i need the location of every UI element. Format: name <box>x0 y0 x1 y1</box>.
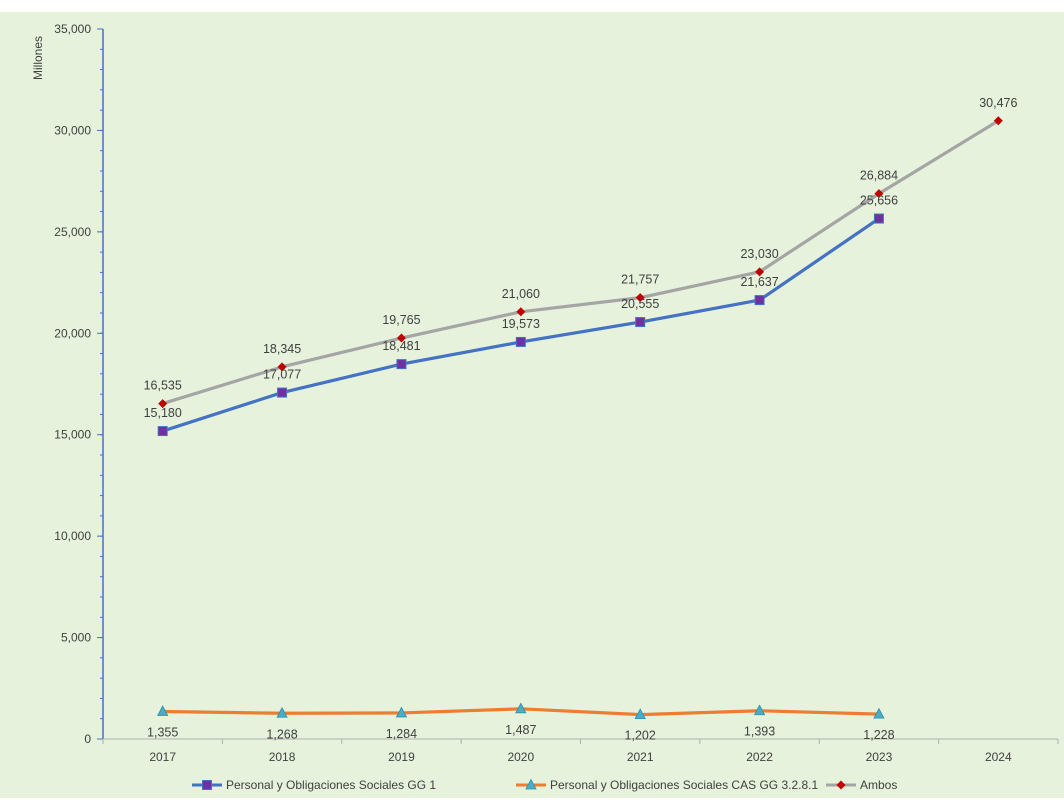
y-tick-label: 15,000 <box>54 428 91 442</box>
data-label: 21,757 <box>621 273 659 287</box>
series-2 <box>157 702 885 720</box>
legend-marker <box>525 778 537 790</box>
y-tick-label: 5,000 <box>61 631 91 645</box>
x-tick-label: 2017 <box>149 750 176 764</box>
y-tick-label: 10,000 <box>54 529 91 543</box>
data-point <box>158 399 168 409</box>
data-point <box>755 267 765 277</box>
y-tick-label: 35,000 <box>54 22 91 36</box>
legend-marker <box>836 780 846 790</box>
data-label: 30,476 <box>979 96 1017 110</box>
data-point <box>873 213 884 224</box>
x-tick-label: 2022 <box>746 750 773 764</box>
data-label: 26,884 <box>860 169 898 183</box>
legend-marker <box>202 780 212 790</box>
x-tick-label: 2021 <box>627 750 654 764</box>
data-label: 25,656 <box>860 194 898 208</box>
data-label: 23,030 <box>740 247 778 261</box>
x-tick-label: 2023 <box>866 750 893 764</box>
data-label: 17,077 <box>263 368 301 382</box>
series-line <box>162 119 1000 406</box>
data-label: 1,268 <box>266 727 297 741</box>
data-point <box>635 317 646 328</box>
data-point <box>395 706 408 718</box>
data-label: 1,355 <box>147 726 178 740</box>
series-layer <box>157 116 1003 720</box>
x-tick-label: 2018 <box>269 750 296 764</box>
data-label: 19,765 <box>382 313 420 327</box>
data-point <box>157 705 169 716</box>
data-point <box>516 307 526 317</box>
y-axis-label: Millones <box>31 36 45 80</box>
legend-label: Personal y Obligaciones Sociales CAS GG … <box>550 778 818 792</box>
data-label-layer: 1,355 1,268 1,284 1,487 1,202 1,393 1,228 15,18… <box>144 96 1018 743</box>
data-label: 1,202 <box>625 729 656 743</box>
data-point <box>277 362 287 372</box>
data-point <box>396 333 406 343</box>
y-tick-label: 30,000 <box>54 123 91 137</box>
chart-background <box>0 12 1064 798</box>
data-label: 18,481 <box>382 339 420 353</box>
x-tick-label: 2019 <box>388 750 415 764</box>
y-tick-label: 25,000 <box>54 225 91 239</box>
x-tick-label: 2024 <box>985 750 1012 764</box>
data-point <box>157 426 168 437</box>
y-tick-label: 20,000 <box>54 326 91 340</box>
data-label: 1,284 <box>386 727 417 741</box>
y-tick-label: 0 <box>84 732 91 746</box>
data-point <box>515 336 526 347</box>
x-tick-label: 2020 <box>507 750 534 764</box>
series-3 <box>158 116 1003 409</box>
data-point <box>753 704 766 716</box>
data-point <box>515 702 527 714</box>
data-point <box>276 706 288 718</box>
data-label: 1,393 <box>744 725 775 739</box>
legend-label: Personal y Obligaciones Sociales GG 1 <box>226 778 436 792</box>
axes: 0 5,000 10,000 15,000 20,000 25,000 30,000 35,0… <box>54 22 1059 764</box>
data-point <box>635 293 645 303</box>
data-point <box>277 387 288 398</box>
data-label: 21,060 <box>502 287 540 301</box>
data-label: 15,180 <box>144 406 182 420</box>
data-point <box>873 707 885 719</box>
legend-item-2: Personal y Obligaciones Sociales CAS GG … <box>516 778 818 792</box>
data-label: 16,535 <box>144 379 182 393</box>
data-label: 21,637 <box>740 275 778 289</box>
data-label: 20,555 <box>621 297 659 311</box>
data-point <box>874 189 884 199</box>
data-label: 18,345 <box>263 342 301 356</box>
data-label: 19,573 <box>502 317 540 331</box>
data-point <box>993 116 1003 126</box>
data-point <box>754 295 765 306</box>
legend: Personal y Obligaciones Sociales GG 1 Per… <box>192 778 897 792</box>
legend-label: Ambos <box>860 778 897 792</box>
data-point <box>634 708 646 720</box>
data-label: 1,487 <box>505 723 536 737</box>
series-1 <box>157 213 884 437</box>
data-point <box>396 359 407 370</box>
legend-item-3: Ambos <box>826 778 897 792</box>
legend-item-1: Personal y Obligaciones Sociales GG 1 <box>192 778 436 792</box>
data-label: 1,228 <box>863 728 894 742</box>
